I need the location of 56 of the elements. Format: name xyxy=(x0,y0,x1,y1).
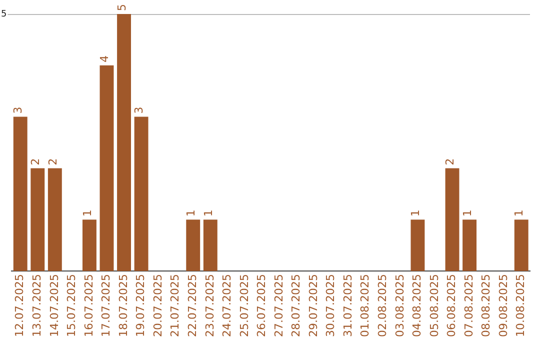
x-tick-label: 25.07.2025 xyxy=(238,274,251,338)
x-tick-label: 06.08.2025 xyxy=(445,274,458,338)
bar xyxy=(82,220,96,272)
bar xyxy=(410,220,425,272)
x-tick-label: 07.08.2025 xyxy=(462,274,476,338)
x-tick-label: 18.07.2025 xyxy=(116,274,130,338)
x-tick-label: 26.07.2025 xyxy=(255,274,268,338)
bar xyxy=(186,220,200,272)
x-tick-label: 31.07.2025 xyxy=(341,274,354,338)
x-tick-label: 27.07.2025 xyxy=(272,274,286,338)
x-tick-label: 13.07.2025 xyxy=(30,274,44,338)
bar xyxy=(13,116,28,272)
bar xyxy=(445,168,460,272)
data-label: 1 xyxy=(184,210,198,217)
bar xyxy=(48,168,62,272)
x-tick-label: 21.07.2025 xyxy=(168,274,182,338)
data-label: 1 xyxy=(409,210,422,217)
x-tick-label: 23.07.2025 xyxy=(203,274,216,338)
data-label: 3 xyxy=(132,106,146,114)
data-label: 1 xyxy=(80,210,94,217)
x-tick-label: 09.08.2025 xyxy=(496,274,510,338)
x-tick-label: 15.07.2025 xyxy=(65,274,78,338)
x-tick-label: 05.08.2025 xyxy=(428,274,441,338)
x-tick-label: 01.08.2025 xyxy=(358,274,372,338)
x-tick-label: 29.07.2025 xyxy=(306,274,320,338)
x-tick-label: 02.08.2025 xyxy=(376,274,390,338)
x-tick-label: 30.07.2025 xyxy=(324,274,338,338)
bar xyxy=(134,116,148,272)
data-label: 3 xyxy=(12,106,25,114)
x-tick-label: 14.07.2025 xyxy=(48,274,61,338)
bar xyxy=(203,220,218,272)
x-tick-label: 24.07.2025 xyxy=(220,274,234,338)
x-tick-label: 10.08.2025 xyxy=(514,274,528,338)
x-tick-label: 28.07.2025 xyxy=(290,274,303,338)
data-label: 1 xyxy=(512,210,526,217)
data-label: 2 xyxy=(29,158,42,166)
data-label: 2 xyxy=(46,158,60,166)
x-tick-label: 19.07.2025 xyxy=(134,274,148,338)
x-tick-label: 03.08.2025 xyxy=(393,274,406,338)
x-tick-label: 04.08.2025 xyxy=(410,274,424,338)
x-tick-label: 22.07.2025 xyxy=(186,274,199,338)
bar xyxy=(462,220,477,272)
x-tick-label: 17.07.2025 xyxy=(100,274,113,338)
bar xyxy=(100,65,114,272)
bar xyxy=(30,168,45,272)
bar xyxy=(514,220,528,272)
bar xyxy=(117,14,131,272)
x-tick-label: 16.07.2025 xyxy=(82,274,96,338)
x-tick-label: 08.08.2025 xyxy=(480,274,493,338)
x-tick-label: 12.07.2025 xyxy=(13,274,26,338)
data-label: 4 xyxy=(98,55,112,62)
data-label: 5 xyxy=(115,4,128,11)
data-label: 2 xyxy=(444,158,457,166)
data-label: 1 xyxy=(202,210,215,217)
data-label: 1 xyxy=(460,210,474,217)
x-tick-label: 20.07.2025 xyxy=(151,274,164,338)
